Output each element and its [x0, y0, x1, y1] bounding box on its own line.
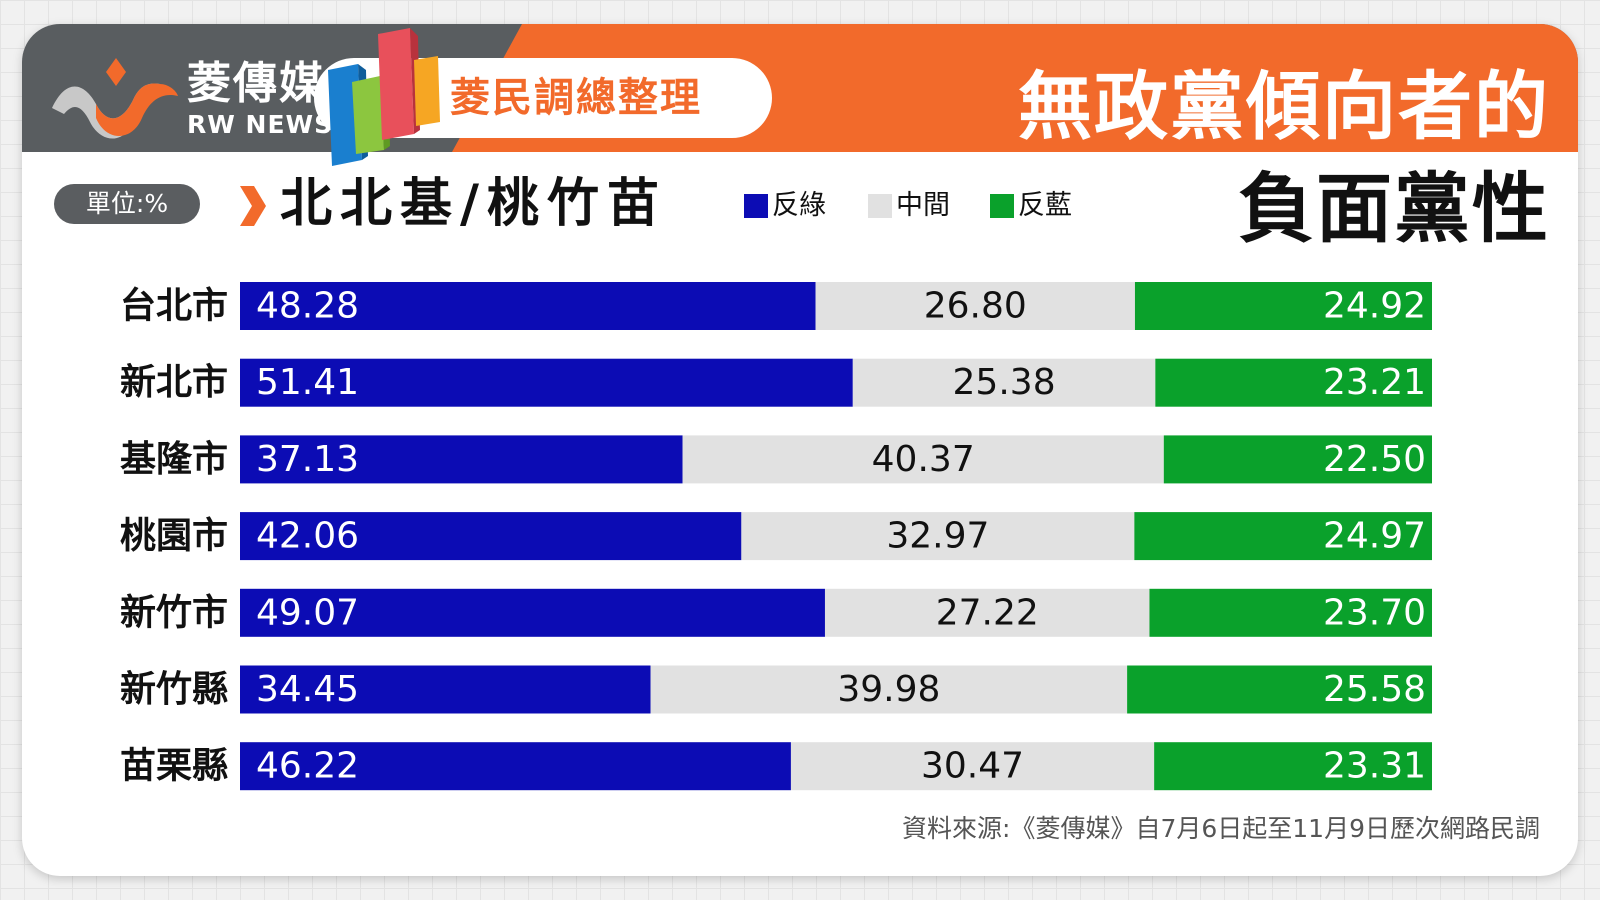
data-label-anti-blue-hsinchu-county: 25.58: [1323, 669, 1426, 710]
rwnews-logo-icon: [52, 58, 178, 139]
data-label-anti-blue-taoyuan-city: 24.97: [1323, 516, 1426, 557]
legend-label: 中間: [896, 190, 950, 221]
data-label-middle-miaoli-county: 30.47: [921, 746, 1024, 787]
category-label-new-taipei-city: 新北市: [120, 362, 228, 403]
bar-anti-green-taipei-city: [240, 282, 816, 330]
bar-middle-miaoli-county: [790, 742, 1155, 791]
data-label-middle-taipei-city: 26.80: [924, 286, 1027, 327]
chevron-right-icon: [240, 186, 266, 226]
bar-middle-taoyuan-city: [741, 512, 1135, 561]
bar-middle-hsinchu-county: [650, 665, 1128, 714]
data-label-anti-green-hsinchu-county: 34.45: [256, 669, 359, 710]
data-label-anti-blue-hsinchu-city: 23.70: [1323, 592, 1426, 633]
source-note: 資料來源:《菱傳媒》自7月6日起至11月9日歷次網路民調: [902, 814, 1540, 843]
infographic-card: 菱傳媒 RW NEWS 菱民調總整理 無政黨傾向者的 負面黨性 單位:% 北北基…: [22, 24, 1578, 876]
title-line-2: 負面黨性: [1238, 164, 1550, 253]
bar-anti-blue-hsinchu-county: [1127, 665, 1432, 714]
data-label-anti-blue-miaoli-county: 23.31: [1323, 746, 1426, 787]
legend-swatch-blue: [744, 194, 768, 218]
data-label-anti-green-taoyuan-city: 42.06: [256, 516, 359, 557]
category-label-hsinchu-county: 新竹縣: [120, 669, 228, 710]
bar-anti-blue-new-taipei-city: [1155, 358, 1432, 407]
bar-anti-blue-taoyuan-city: [1134, 512, 1432, 561]
data-label-middle-keelung-city: 40.37: [872, 439, 975, 480]
bar-anti-green-new-taipei-city: [240, 358, 853, 407]
badge-text: 菱民調總整理: [450, 75, 702, 121]
data-label-middle-hsinchu-city: 27.22: [936, 592, 1039, 633]
data-label-anti-green-hsinchu-city: 49.07: [256, 592, 359, 633]
data-label-anti-blue-keelung-city: 22.50: [1323, 439, 1426, 480]
category-label-miaoli-county: 苗栗縣: [120, 746, 228, 787]
brand-name-en: RW NEWS: [187, 110, 334, 139]
bar-anti-blue-hsinchu-city: [1149, 588, 1432, 637]
category-label-hsinchu-city: 新竹市: [120, 592, 228, 633]
legend-label: 反藍: [1018, 190, 1072, 221]
data-label-middle-taoyuan-city: 32.97: [886, 516, 989, 557]
unit-label: 單位:%: [54, 184, 200, 224]
data-label-anti-green-taipei-city: 48.28: [256, 286, 359, 327]
category-label-taoyuan-city: 桃園市: [120, 516, 228, 557]
data-label-anti-blue-new-taipei-city: 23.21: [1323, 362, 1426, 403]
bar-anti-green-taoyuan-city: [240, 512, 742, 561]
bar-middle-hsinchu-city: [824, 588, 1150, 637]
bar-anti-green-hsinchu-county: [240, 665, 651, 714]
bar-middle-keelung-city: [682, 435, 1164, 484]
legend-swatch-green: [990, 194, 1014, 218]
category-label-taipei-city: 台北市: [120, 286, 228, 327]
bar-chart-icon: [328, 28, 440, 166]
data-label-anti-green-keelung-city: 37.13: [256, 439, 359, 480]
region-title: 北北基/桃竹苗: [280, 174, 667, 234]
bar-anti-green-keelung-city: [240, 435, 683, 484]
stacked-bar-chart: 台北市 48.28 26.80 24.92 新北市 51.41 25.38 23.21 基隆市 3…: [120, 282, 1432, 791]
brand-name-zh: 菱傳媒: [187, 58, 325, 109]
data-label-middle-hsinchu-county: 39.98: [837, 669, 940, 710]
bar-anti-green-hsinchu-city: [240, 588, 825, 637]
bar-anti-blue-keelung-city: [1163, 435, 1432, 484]
bar-anti-green-miaoli-county: [240, 742, 791, 791]
legend-swatch-gray: [868, 194, 892, 218]
data-label-anti-green-miaoli-county: 46.22: [256, 746, 359, 787]
category-label-keelung-city: 基隆市: [120, 439, 228, 480]
data-label-anti-green-new-taipei-city: 51.41: [256, 362, 359, 403]
bar-middle-taipei-city: [815, 282, 1135, 330]
data-label-anti-blue-taipei-city: 24.92: [1323, 286, 1426, 327]
data-label-middle-new-taipei-city: 25.38: [953, 362, 1056, 403]
bar-anti-blue-miaoli-county: [1154, 742, 1432, 791]
title-line-1: 無政黨傾向者的: [1018, 64, 1550, 150]
bar-middle-new-taipei-city: [852, 358, 1156, 407]
bar-anti-blue-taipei-city: [1134, 282, 1432, 330]
legend-label: 反綠: [772, 190, 826, 221]
